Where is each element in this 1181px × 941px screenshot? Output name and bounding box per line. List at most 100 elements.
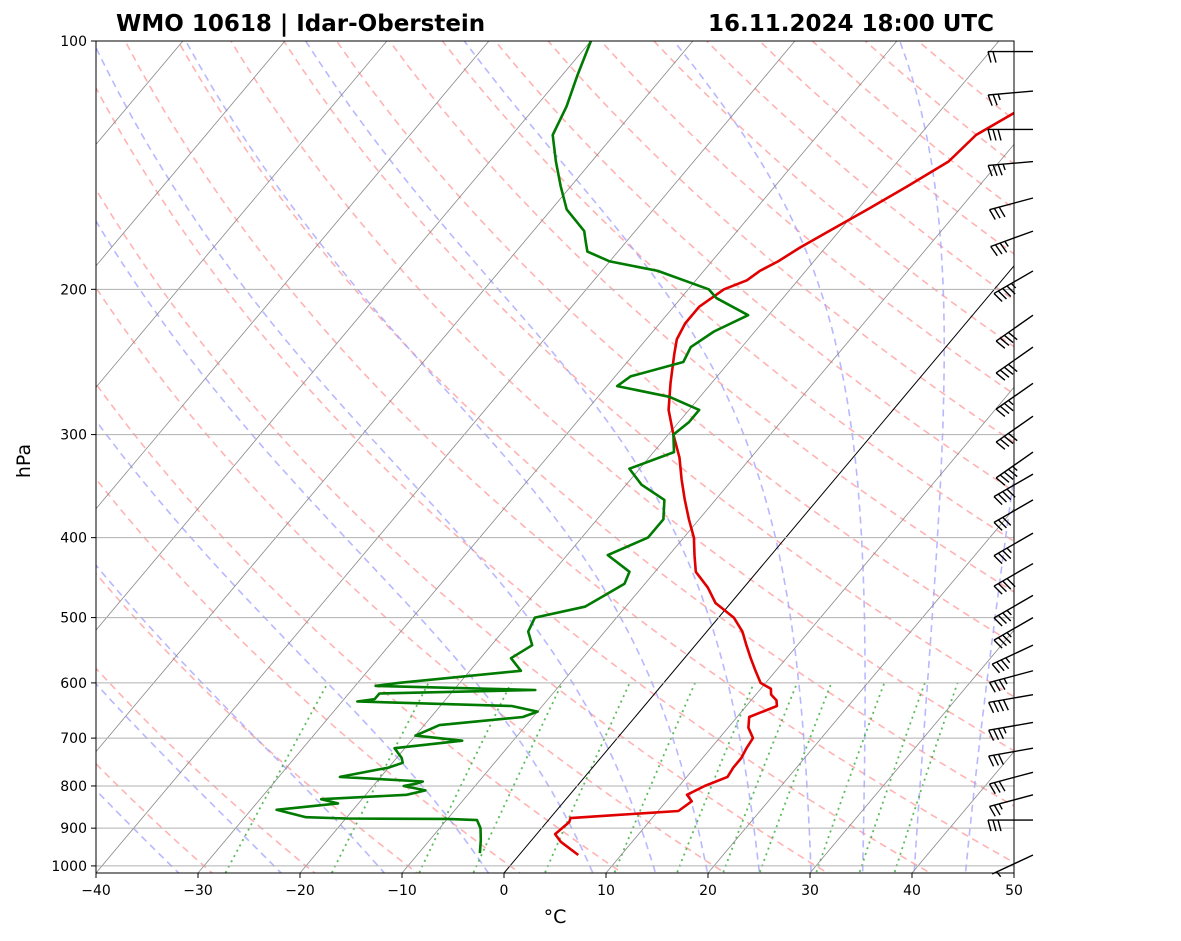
wind-barb-flag [992,164,998,176]
mixing-ratio-line [224,682,329,873]
dry-adiabat [230,41,1014,752]
wind-barb-flag [992,729,1000,740]
wind-barb-staff [989,197,1034,211]
x-tick-label: 50 [1005,883,1023,899]
wind-barb-half-flag [1005,657,1011,664]
wind-barb-half-flag [1010,282,1017,289]
wind-barb [995,415,1034,450]
axes: −40 −30 −20 −10 0 10 20 30 40 50 1000 900 800 700 600 5… [51,34,1023,899]
moist-adiabat [96,564,386,873]
wind-barb-flag [988,806,996,817]
wind-barb-flag [997,164,1003,176]
wind-barb-flag [1006,285,1016,295]
wind-barb-staff [988,721,1034,731]
dry-adiabat [96,187,830,873]
chart-title-datetime: 16.11.2024 18:00 UTC [708,11,994,37]
wind-barb-staff [993,473,1034,498]
mixing-ratio-line [418,682,512,873]
wind-barb-flag [1007,363,1018,373]
isotherm [96,41,592,631]
wind-barb-flag [998,679,1006,691]
moist-adiabat [96,219,594,873]
wind-barb-flag [999,438,1010,447]
y-tick-label: 700 [60,731,87,747]
isotherm [96,41,388,388]
y-tick-label: 600 [60,676,87,692]
dry-adiabat [758,41,1014,255]
moist-adiabat [463,41,812,873]
dry-adiabat [335,41,1014,645]
wind-barb-flag [1003,435,1014,445]
isotherm [809,629,1014,873]
wind-barb-flag [995,372,1006,381]
y-tick-label: 400 [60,531,87,547]
wind-barb-staff [988,693,1034,704]
wind-barb-flag [992,819,997,832]
wind-barb-flag [996,661,1005,672]
wind-barb-staff [988,160,1034,167]
dry-adiabat [705,41,1014,302]
profile-lines [275,41,1014,857]
wind-barb-flag [992,51,997,63]
wind-barb-staff [993,594,1034,619]
wind-barb-staff [995,415,1034,443]
background-grid [96,41,1014,873]
y-tick-label: 300 [60,428,87,444]
y-axis-label: hPa [13,444,35,478]
x-tick-label: −30 [183,883,213,899]
wind-barb-flag [987,819,992,832]
wind-barb-staff [991,644,1034,665]
wind-barb-flag [997,519,1007,529]
x-tick-label: 20 [699,883,717,899]
isotherm [401,143,1014,873]
wind-barb-half-flag [1004,240,1009,247]
dry-adiabat [96,667,316,873]
wind-barb-flag [993,555,1003,565]
wind-barb-flag [997,728,1005,740]
wind-barb-flag [997,819,1002,832]
dry-adiabat [96,572,419,873]
y-tick-label: 800 [60,779,87,795]
mixing-ratio-line [815,682,886,873]
wind-barb-flag [993,804,1001,816]
wind-barb [993,473,1034,506]
wind-barb-flag [988,755,995,767]
dry-adiabat [124,41,1014,864]
dry-adiabat [388,41,1014,593]
wind-barb-flag [999,337,1010,347]
wind-barb [993,499,1034,531]
wind-barb [993,594,1034,627]
dry-adiabat [599,41,1014,396]
x-tick-label: −20 [285,883,315,899]
wind-barb-flag [992,129,997,141]
wind-barb-flag [987,129,992,141]
wind-barb-flag [1003,366,1014,375]
wind-barb [988,721,1034,741]
moist-adiabat [964,469,1014,873]
dry-adiabat [494,41,1014,493]
wind-barb-flag [1006,488,1016,498]
wind-barb-flag [997,290,1007,300]
wind-barb [988,794,1034,817]
dry-adiabat [96,477,522,873]
wind-barb-flag [997,700,1005,712]
moist-adiabat [96,682,283,873]
wind-barb [988,670,1034,693]
wind-barb-half-flag [1006,609,1012,616]
wind-barb-flag [999,405,1010,415]
dry-adiabat [441,41,1014,543]
wind-barb-staff [995,451,1034,479]
moist-adiabat [96,419,490,873]
wind-barb [987,128,1033,141]
wind-barb-staff [989,771,1034,785]
wind-barb-flag [999,242,1008,253]
dry-adiabat [864,41,1014,165]
wind-barb-flag [995,441,1006,450]
wind-barb-flag [1002,287,1012,297]
wind-barb-flag [988,702,995,714]
wind-barb [987,50,1033,63]
wind-barb-flag [1002,612,1012,622]
wind-barb-flag [1002,550,1012,560]
wind-barb-half-flag [996,871,1002,878]
